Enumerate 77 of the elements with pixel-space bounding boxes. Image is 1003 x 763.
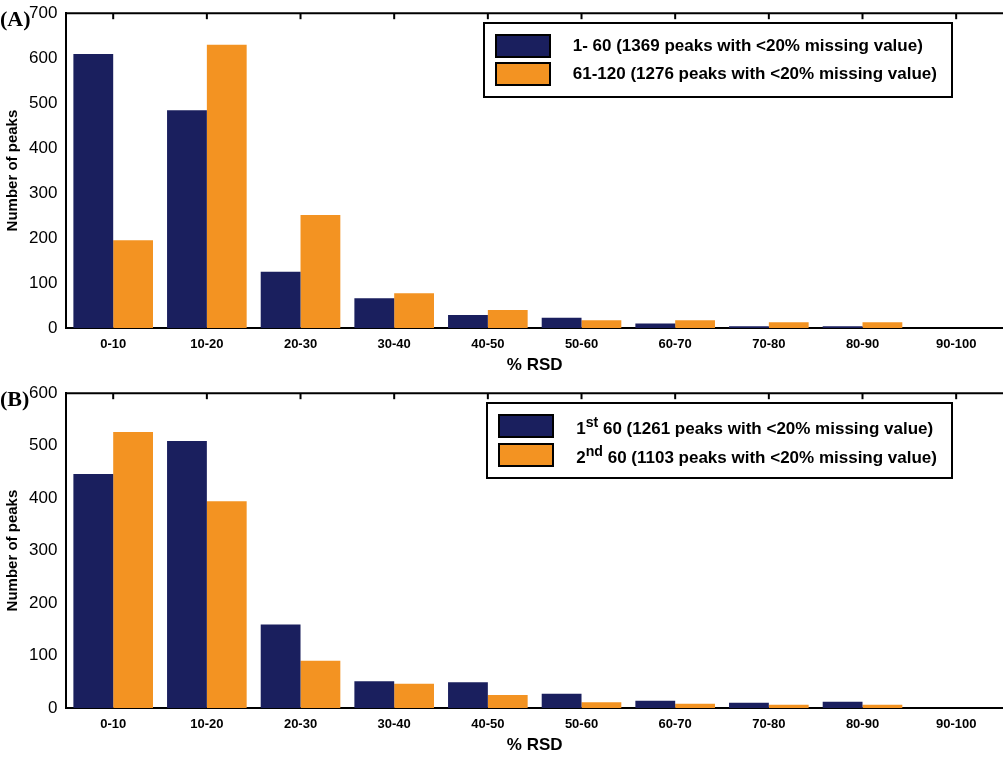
bar <box>167 110 207 328</box>
x-tick-label: 10-20 <box>190 336 224 352</box>
bar <box>113 240 153 328</box>
bar <box>541 693 582 708</box>
y-tick-label: 0 <box>47 317 58 337</box>
bar <box>768 704 809 708</box>
x-tick-label: 40-50 <box>471 716 505 732</box>
legend-label: 61-120 (1276 peaks with <20% missing value) <box>572 64 937 84</box>
y-tick-label: 600 <box>28 47 58 67</box>
y-tick-label: 400 <box>28 137 58 157</box>
y-tick-label: 300 <box>28 182 58 202</box>
y-tick-label: 100 <box>28 272 58 292</box>
bar <box>73 474 114 708</box>
bar <box>394 683 434 708</box>
bar <box>487 310 528 328</box>
bar <box>862 704 903 708</box>
bar <box>73 54 114 328</box>
x-tick-label: 90-100 <box>935 336 977 352</box>
x-tick-label: 30-40 <box>377 716 411 732</box>
x-tick-label: 50-60 <box>564 716 599 732</box>
x-axis-title: % RSD <box>506 735 563 755</box>
y-tick-label: 0 <box>47 697 58 717</box>
bar <box>729 702 769 708</box>
legend-label: 2$^{nd}$ 60 (1103 peaks with <20% missing value) <box>576 442 937 468</box>
y-tick-label: 200 <box>28 227 58 247</box>
chart-title: (B) <box>0 385 30 411</box>
bar <box>448 314 488 328</box>
x-tick-label: 80-90 <box>845 716 880 732</box>
bar <box>635 700 676 708</box>
bar <box>206 501 247 708</box>
y-tick-label: 400 <box>28 487 58 507</box>
x-tick-label: 70-80 <box>752 336 786 352</box>
legend-label: 1- 60 (1369 peaks with <20% missing value) <box>572 36 923 56</box>
y-tick-label: 500 <box>28 92 58 112</box>
x-tick-label: 40-50 <box>471 336 505 352</box>
y-axis-title: Number of peaks <box>3 489 21 612</box>
bar <box>167 440 207 708</box>
bar <box>206 44 247 328</box>
x-tick-label: 80-90 <box>845 336 880 352</box>
x-tick-label: 60-70 <box>658 336 692 352</box>
x-tick-label: 50-60 <box>564 336 599 352</box>
x-tick-label: 20-30 <box>283 716 318 732</box>
bar <box>113 432 153 708</box>
bar <box>300 660 341 708</box>
x-tick-label: 60-70 <box>658 716 692 732</box>
bar <box>581 702 622 708</box>
bar <box>822 701 863 708</box>
y-tick-label: 500 <box>28 435 58 455</box>
chart-title: (A) <box>0 5 31 31</box>
bar <box>300 215 341 328</box>
y-tick-label: 600 <box>28 382 58 402</box>
bar <box>394 293 434 328</box>
bar <box>675 703 715 708</box>
x-tick-label: 10-20 <box>190 716 224 732</box>
y-tick-label: 100 <box>28 645 58 665</box>
x-tick-label: 0-10 <box>100 716 127 732</box>
x-tick-label: 70-80 <box>752 716 786 732</box>
bar <box>487 694 528 708</box>
bar <box>260 271 301 328</box>
bar <box>354 298 395 328</box>
x-axis-title: % RSD <box>506 355 563 375</box>
x-tick-label: 20-30 <box>283 336 318 352</box>
bar <box>581 320 622 328</box>
y-axis-title: Number of peaks <box>3 109 21 232</box>
bar <box>675 320 715 328</box>
bar <box>448 682 488 708</box>
legend-label: 1$^{st}$ 60 (1261 peaks with <20% missing value) <box>576 414 934 439</box>
bar <box>768 322 809 328</box>
x-tick-label: 90-100 <box>935 716 977 732</box>
bar <box>862 322 903 328</box>
bar <box>354 681 395 708</box>
y-tick-label: 200 <box>28 592 58 612</box>
bar <box>541 317 582 328</box>
y-tick-label: 300 <box>28 540 58 560</box>
x-tick-label: 30-40 <box>377 336 411 352</box>
bar <box>260 624 301 708</box>
x-tick-label: 0-10 <box>100 336 127 352</box>
